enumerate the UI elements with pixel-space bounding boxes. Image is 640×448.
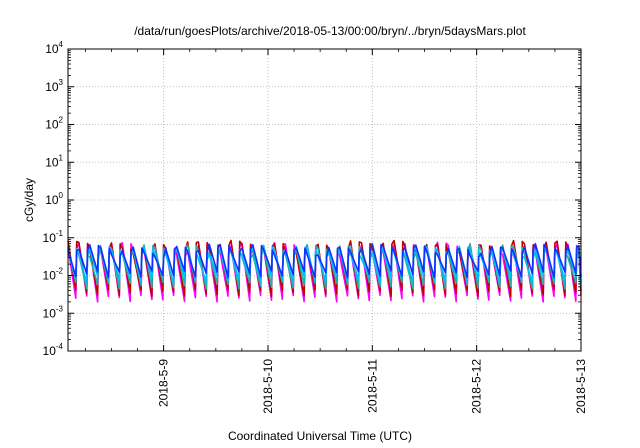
y-tick-base: 10 — [45, 118, 59, 132]
y-tick-label: 101 — [45, 153, 63, 169]
y-tick-exponent: -2 — [56, 267, 64, 276]
x-tick-label: 2018-5-10 — [261, 359, 275, 414]
y-tick-base: 10 — [45, 42, 59, 56]
x-axis-label: Coordinated Universal Time (UTC) — [228, 429, 412, 443]
y-tick-exponent: 1 — [59, 153, 64, 162]
y-tick-exponent: 0 — [59, 191, 64, 200]
y-tick-label: 100 — [45, 191, 63, 207]
x-tick-label: 2018-5-11 — [365, 359, 379, 413]
y-tick-exponent: -4 — [56, 342, 64, 351]
y-tick-exponent: 3 — [59, 78, 64, 87]
y-tick-exponent: 2 — [59, 116, 64, 125]
y-tick-exponent: -1 — [56, 229, 64, 238]
y-tick-label: 10-1 — [43, 229, 64, 245]
x-tick-label: 2018-5-12 — [470, 359, 484, 414]
y-tick-base: 10 — [43, 306, 57, 320]
plot-frame — [67, 48, 582, 352]
y-tick-exponent: -3 — [56, 304, 64, 313]
chart-title: /data/run/goesPlots/archive/2018-05-13/0… — [134, 24, 526, 38]
y-tick-base: 10 — [43, 231, 57, 245]
axis-ticks — [68, 48, 582, 352]
x-tick-labels: 2018-5-9 2018-5-10 2018-5-11 2018-5-12 2018-… — [157, 359, 588, 414]
y-axis-label: cGy/day — [22, 178, 36, 222]
y-tick-base: 10 — [45, 80, 59, 94]
grid — [68, 49, 581, 351]
y-tick-base: 10 — [45, 193, 59, 207]
y-tick-label: 103 — [45, 78, 63, 94]
y-tick-base: 10 — [45, 155, 59, 169]
x-tick-label: 2018-5-9 — [157, 359, 171, 407]
y-tick-exponent: 4 — [59, 40, 64, 49]
y-tick-label: 102 — [45, 116, 63, 132]
data-series-line — [67, 242, 582, 279]
series-layer — [67, 239, 582, 303]
y-tick-label: 104 — [45, 40, 63, 56]
y-tick-label: 10-3 — [43, 304, 64, 320]
y-tick-base: 10 — [43, 269, 57, 283]
y-tick-label: 10-2 — [43, 267, 64, 283]
x-tick-label: 2018-5-13 — [574, 359, 588, 414]
y-tick-base: 10 — [43, 344, 57, 358]
y-tick-label: 10-4 — [43, 342, 64, 358]
